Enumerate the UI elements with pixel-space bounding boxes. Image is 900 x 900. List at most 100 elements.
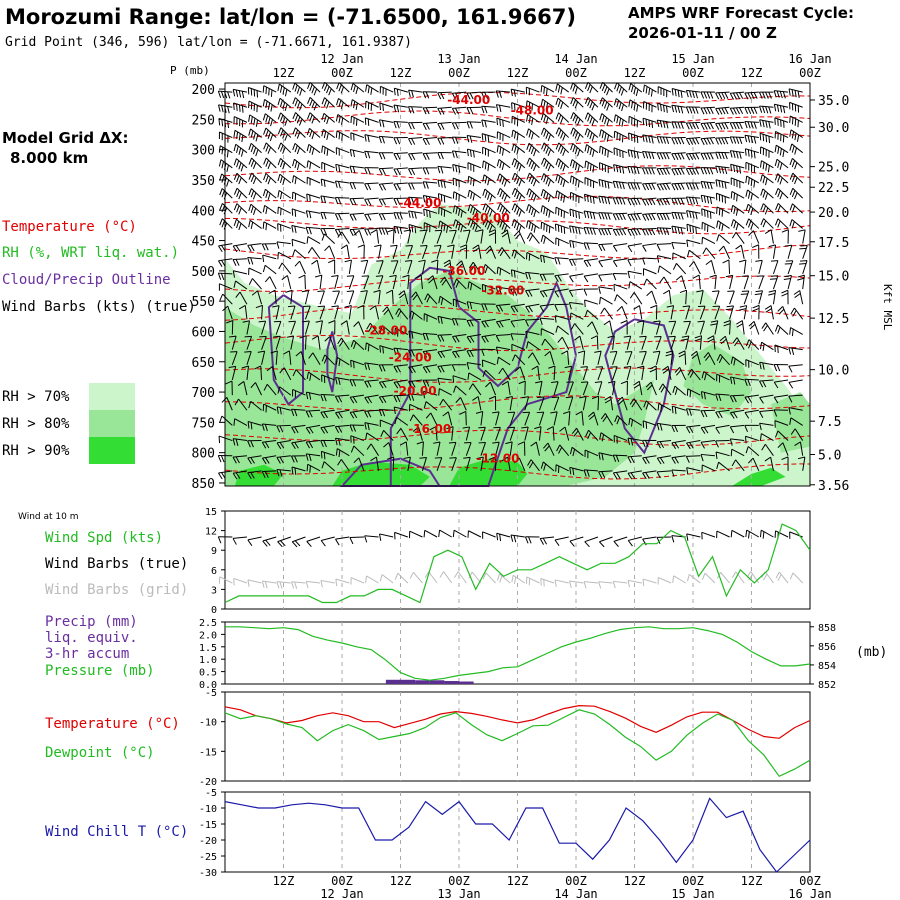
wind-barb xyxy=(642,212,657,221)
wind-barb xyxy=(488,395,497,411)
temperature-contour-label: -20.00 xyxy=(394,384,437,398)
wind-barb xyxy=(423,222,438,233)
wind-barb xyxy=(262,264,277,275)
wind-barb xyxy=(452,375,467,383)
wind-barb xyxy=(349,424,364,432)
surface-grid-barb xyxy=(424,571,438,584)
surface-wind-barb xyxy=(452,529,467,538)
wind-barb xyxy=(530,441,540,456)
wind-barb xyxy=(437,333,452,342)
wind-barb xyxy=(715,179,730,189)
wind-barb xyxy=(739,305,748,320)
wind-barb xyxy=(788,407,803,415)
wind-barb xyxy=(299,335,307,350)
wind-barb xyxy=(273,320,282,335)
wind-barb xyxy=(496,131,511,142)
wind-barb xyxy=(744,91,759,100)
surface-wind-barb xyxy=(217,536,233,544)
temperature-contour-label: -16.00 xyxy=(408,422,451,436)
wind-barb xyxy=(308,352,321,366)
wind-barb xyxy=(331,274,339,290)
wind-barb xyxy=(729,91,745,100)
wind-barb xyxy=(393,87,408,97)
wind-barb xyxy=(789,219,804,229)
wind-barb xyxy=(233,187,248,200)
wind-barb xyxy=(541,338,555,350)
wind-barb xyxy=(627,455,642,464)
bottom-date-label: 13 Jan xyxy=(437,887,480,900)
wind-barb xyxy=(682,305,691,320)
wind-barb xyxy=(451,91,467,100)
wind-barb xyxy=(700,121,715,130)
wind-barb xyxy=(788,379,803,389)
wind-barb xyxy=(321,354,336,366)
wind-barb xyxy=(696,290,704,305)
wind-barb xyxy=(485,381,497,396)
wind-barb xyxy=(594,350,602,365)
wind-barb xyxy=(328,320,336,335)
bottom-date-labels: 12 Jan 13 Jan 14 Jan 15 Jan 16 Jan xyxy=(320,887,831,900)
wind-barb xyxy=(481,283,496,293)
wind-barb xyxy=(451,364,467,372)
top-date-label: 13 Jan xyxy=(437,52,480,66)
wind-barb xyxy=(466,318,481,327)
wind-barb xyxy=(498,367,511,381)
wind-barb xyxy=(758,91,774,99)
temperature-contour-label: -32.00 xyxy=(481,283,524,297)
wind-barb xyxy=(759,160,774,173)
wind-barb xyxy=(642,470,657,480)
wind-barb xyxy=(409,414,423,426)
wind-barb xyxy=(555,158,570,172)
precip-bar xyxy=(400,679,416,684)
wind-barb xyxy=(495,90,511,98)
wind-barb xyxy=(248,267,262,276)
wind-barb xyxy=(612,454,628,462)
wind-barb xyxy=(219,188,233,200)
wind-barb xyxy=(745,161,760,173)
wind-barb xyxy=(672,263,687,275)
wind-barb xyxy=(773,364,789,372)
wind-barb xyxy=(481,303,496,311)
temperature-contour-label: -12.00 xyxy=(477,452,520,466)
wind-barb xyxy=(257,350,266,365)
wind-barb xyxy=(745,218,760,230)
wind-barb xyxy=(232,270,248,278)
wind-barb xyxy=(729,438,745,446)
wind-barb xyxy=(418,259,426,274)
wind-barb xyxy=(725,305,734,320)
surface-grid-barb xyxy=(612,580,628,589)
wind-barb xyxy=(277,173,292,185)
wind-barb xyxy=(292,369,306,381)
wind-barb xyxy=(261,243,277,251)
wind-barb xyxy=(375,275,384,290)
wind-barb xyxy=(583,469,598,477)
wind-barb xyxy=(305,440,321,449)
surface-wind-barb xyxy=(335,536,350,546)
wind-barb xyxy=(335,114,350,125)
wind-barb xyxy=(580,366,588,381)
wind-barb xyxy=(555,127,570,141)
wind-barb xyxy=(564,365,573,381)
wind-barb xyxy=(697,305,706,320)
wind-barb xyxy=(569,225,584,235)
wind-barb xyxy=(393,225,408,235)
precip-legend-3: 3-hr accum xyxy=(45,646,129,662)
surface-wind-barb xyxy=(349,536,364,545)
wind-barb xyxy=(248,128,262,142)
top-hour-label: 00Z xyxy=(565,66,587,80)
wind-barb xyxy=(716,373,730,383)
wind-barb xyxy=(288,305,296,320)
wind-barb xyxy=(526,203,540,218)
top-hour-labels: 12Z 00Z 12Z 00Z 12Z 00Z 12Z 00Z 12Z 00Z xyxy=(273,66,821,80)
wind-barb xyxy=(497,188,511,202)
wind-barb xyxy=(364,379,379,388)
wind-barb xyxy=(307,81,321,96)
wind-barb xyxy=(539,288,555,298)
wind-barb xyxy=(408,364,423,374)
surface-wind-barb xyxy=(409,530,423,539)
wind-barb xyxy=(598,243,613,252)
wind-barb xyxy=(452,191,467,202)
wind-barb xyxy=(624,351,633,365)
wind-barb xyxy=(219,293,233,305)
wind-barb xyxy=(277,251,292,260)
